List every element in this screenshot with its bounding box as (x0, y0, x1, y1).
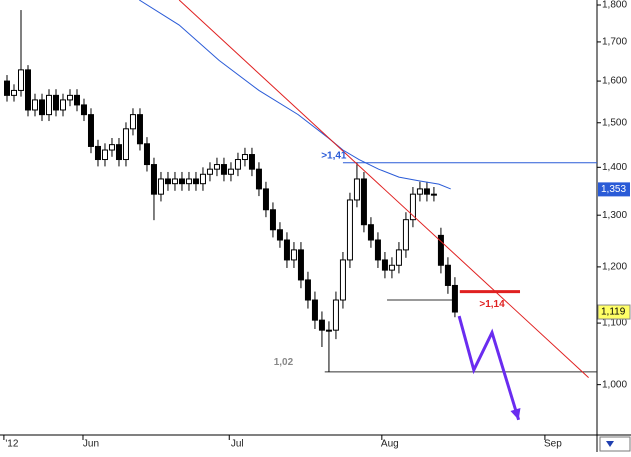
candle-body (451, 284, 458, 313)
candle-body (241, 154, 248, 161)
candle-body (24, 69, 31, 111)
last-value-label: 1,353 (601, 184, 626, 195)
candle-body (367, 224, 374, 241)
candle-body (52, 94, 59, 111)
x-tick-label: Aug (381, 439, 399, 450)
candle-body (178, 178, 185, 185)
y-tick-label: 1,200 (602, 262, 627, 273)
candle-body (150, 164, 157, 195)
candle-body (402, 219, 409, 251)
candle-body (171, 178, 178, 185)
candle-body (339, 259, 346, 301)
candle-body (423, 188, 430, 195)
candle-body (381, 259, 388, 271)
candle-body (234, 159, 241, 170)
candle-body (269, 209, 276, 231)
last-value-box (598, 182, 630, 197)
candle-body (38, 99, 45, 116)
candle-body (353, 178, 360, 201)
x-tick-label: Jun (83, 439, 99, 450)
candle-body (192, 178, 199, 185)
candle-body (360, 178, 367, 226)
candle-body (388, 264, 395, 271)
scroll-button-icon (606, 441, 614, 447)
candle-body (129, 114, 136, 130)
candle-body (283, 239, 290, 261)
candle-body (437, 234, 444, 266)
candle-body (220, 164, 227, 175)
annotation: >1,14 (479, 299, 505, 310)
candle-body (409, 193, 416, 221)
candle-body (45, 94, 52, 116)
candle-body (122, 128, 129, 161)
y-tick-label: 1,000 (602, 379, 627, 390)
x-tick-label: Jul (231, 439, 244, 450)
plot-area (0, 0, 597, 435)
candle-body (185, 178, 192, 185)
projection-arrow (457, 315, 521, 421)
candle-body (87, 114, 94, 147)
x-tick-label: '12 (5, 439, 18, 450)
y-tick-label: 1,100 (602, 318, 627, 329)
candle-body (227, 168, 234, 175)
scroll-button[interactable] (599, 436, 631, 452)
candle-body (395, 249, 402, 266)
trend-line (139, 0, 451, 190)
y-tick-label: 1,400 (602, 162, 627, 173)
candle-body (276, 229, 283, 241)
candle-body (325, 329, 332, 332)
candle-body (444, 264, 451, 286)
candle-body (136, 114, 143, 145)
candle-body (346, 199, 353, 261)
candle-body (108, 144, 115, 151)
annotation: 1,02 (274, 357, 294, 368)
candle-body (101, 149, 108, 161)
candle-body (17, 69, 24, 91)
candle-body (10, 89, 17, 96)
candle-body (374, 239, 381, 261)
candle-body (430, 193, 437, 196)
candle-body (332, 299, 339, 331)
y-tick-label: 1,800 (602, 0, 627, 11)
candle-body (290, 249, 297, 261)
candle-body (255, 168, 262, 190)
candle-body (59, 99, 66, 111)
candle-body (143, 143, 150, 166)
candle-body (297, 249, 304, 281)
last-value-box (597, 304, 631, 320)
candle-body (311, 299, 318, 321)
y-tick-label: 1,600 (602, 76, 627, 87)
candle-body (157, 178, 164, 195)
annotation: >1,41 (321, 151, 347, 162)
candle-body (206, 168, 213, 175)
candle-body (3, 80, 10, 96)
y-tick-label: 1,300 (602, 210, 627, 221)
candle-body (304, 279, 311, 301)
candle-body (115, 144, 122, 161)
candle-body (199, 173, 206, 185)
trend-line (178, 0, 589, 378)
candle-body (318, 319, 325, 331)
candle-body (31, 99, 38, 111)
y-tick-label: 1,700 (602, 37, 627, 48)
candle-body (164, 178, 171, 185)
y-tick-label: 1,500 (602, 117, 627, 128)
candle-body (94, 145, 101, 161)
candle-body (73, 94, 80, 106)
candle-body (66, 94, 73, 101)
candle-body (248, 154, 255, 170)
candle-body (416, 188, 423, 195)
candle-body (80, 104, 87, 116)
candle-body (262, 188, 269, 211)
x-tick-label: Sep (544, 439, 562, 450)
arrow-head (510, 407, 521, 420)
last-value-label: 1,119 (601, 307, 626, 318)
candle-body (213, 164, 220, 170)
